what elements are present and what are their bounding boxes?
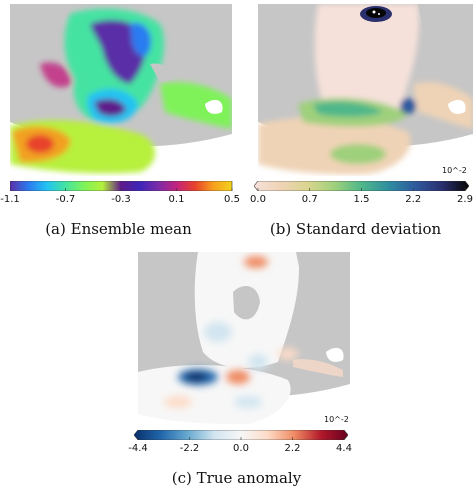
colorbar-fill bbox=[134, 430, 348, 440]
caption-c: (c) True anomaly bbox=[171, 469, 302, 487]
colorbar-tick-label: 0.7 bbox=[301, 194, 318, 205]
colorbar-standard-deviation-svg bbox=[254, 181, 469, 191]
colorbar-tick-label: 1.5 bbox=[353, 194, 370, 205]
colorbar-tick-label: -4.4 bbox=[128, 443, 148, 454]
colorbar-tick-label: 0.0 bbox=[250, 194, 266, 205]
colorbar-tick-label: -0.7 bbox=[55, 194, 76, 205]
panel-a: -1.1 -0.7 -0.3 0.1 0.5 (a) Ensemble mean bbox=[0, 0, 240, 245]
colorbar-tick-label: -0.3 bbox=[111, 194, 131, 205]
colorbar-ticks-b: 0.0 0.7 1.5 2.2 2.9 bbox=[250, 194, 473, 206]
colorbar-tick-label: 0.0 bbox=[233, 443, 249, 454]
colorbar-tick-label: 2.2 bbox=[284, 443, 301, 454]
colorbar-standard-deviation bbox=[254, 181, 469, 191]
colorbar-fill bbox=[254, 181, 469, 191]
colorbar-ensemble-mean bbox=[10, 181, 233, 191]
scale-note-b: 10^-2 bbox=[442, 166, 467, 175]
colorbar-tick-label: -2.2 bbox=[179, 443, 200, 454]
colorbar-tick-label: 4.4 bbox=[336, 443, 352, 454]
caption-a: (a) Ensemble mean bbox=[45, 220, 192, 238]
colorbar-tick-label: 2.9 bbox=[457, 194, 473, 205]
scale-note-c: 10^-2 bbox=[324, 415, 349, 424]
colorbar-true-anomaly bbox=[134, 430, 348, 440]
colorbar-ensemble-mean-svg bbox=[10, 181, 233, 191]
caption-b: (b) Standard deviation bbox=[269, 220, 442, 238]
colorbar-ticks-a: -1.1 -0.7 -0.3 0.1 0.5 bbox=[0, 194, 240, 206]
map-standard-deviation bbox=[258, 4, 473, 176]
map-ensemble-mean bbox=[10, 4, 232, 176]
colorbar-ticks-c: -4.4 -2.2 0.0 2.2 4.4 bbox=[128, 443, 352, 455]
colorbar-true-anomaly-svg bbox=[134, 430, 348, 440]
colorbar-tick-label: 0.5 bbox=[224, 194, 240, 205]
panel-c: 10^-2 -4.4 -2.2 0.0 2.2 4.4 (c) True anomaly bbox=[118, 245, 355, 491]
colorbar-tick-label: -1.1 bbox=[0, 194, 20, 205]
colorbar-tick-label: 2.2 bbox=[405, 194, 422, 205]
map-true-anomaly bbox=[138, 252, 350, 425]
colorbar-tick-label: 0.1 bbox=[168, 194, 185, 205]
panel-b: 10^-2 0.0 0.7 1.5 2.2 2.9 (b) Standard devia… bbox=[237, 0, 474, 245]
